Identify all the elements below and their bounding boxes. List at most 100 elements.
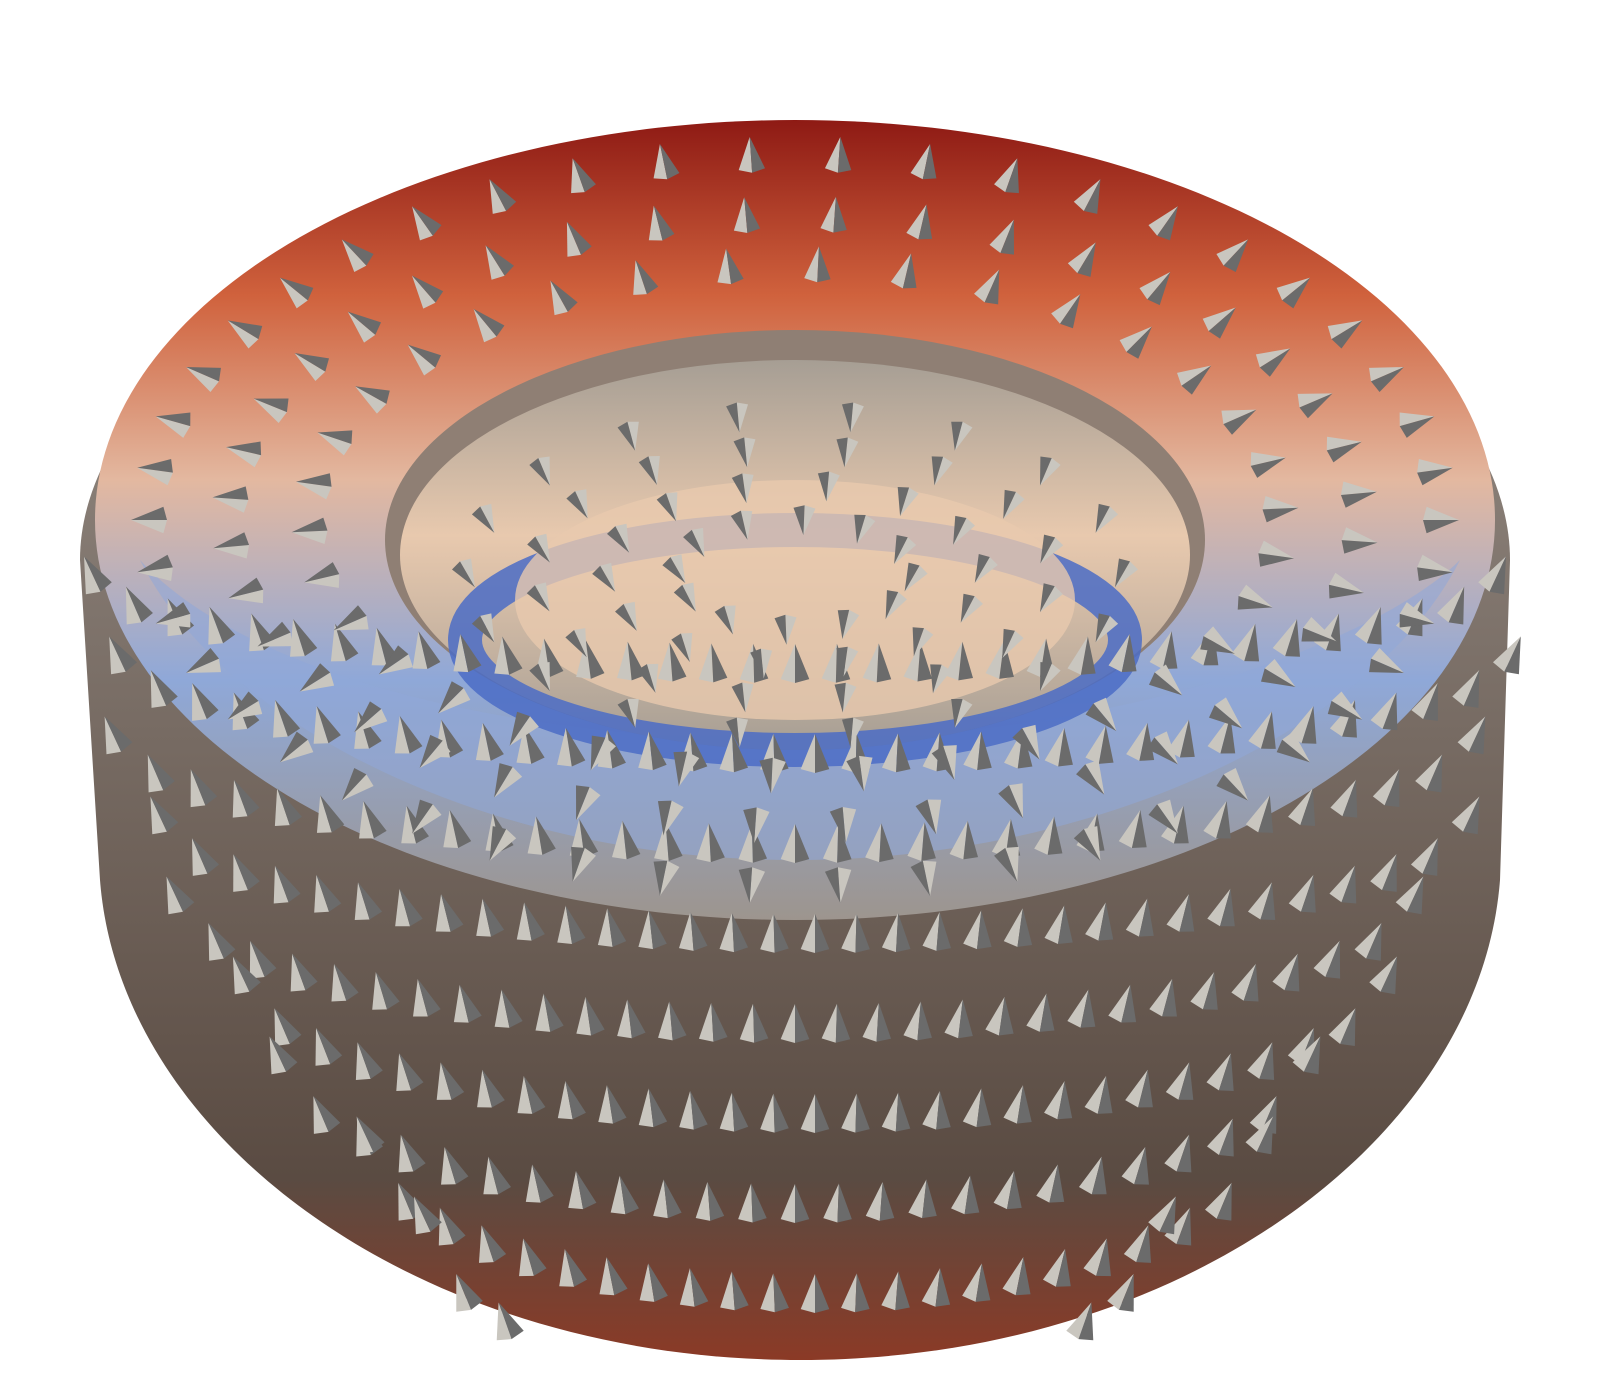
cone-glyph [438, 681, 471, 714]
cone-glyph [412, 631, 441, 670]
cone-glyph [657, 642, 687, 682]
cone-glyph [800, 1274, 830, 1313]
cone-glyph [731, 682, 754, 713]
cone-glyph [208, 606, 236, 645]
cone-glyph [951, 1175, 980, 1215]
cone-glyph [516, 902, 545, 941]
cone-glyph [516, 725, 545, 764]
cone-glyph [683, 527, 705, 558]
cone-glyph [489, 826, 517, 861]
cone-glyph [817, 471, 840, 502]
cone-glyph [166, 876, 195, 915]
cone-glyph [1076, 760, 1105, 795]
cone-glyph [910, 143, 937, 180]
cone-glyph [862, 1002, 892, 1042]
cone-glyph [527, 816, 556, 855]
cone-glyph [611, 820, 641, 860]
cone-glyph [566, 221, 592, 257]
cone-glyph [1107, 1273, 1134, 1312]
cone-glyph [760, 1273, 789, 1313]
cone-glyph [780, 824, 810, 863]
cone-glyph [1084, 1075, 1113, 1114]
cone-glyph [750, 648, 773, 679]
cone-glyph [378, 645, 413, 675]
cone-glyph [894, 534, 917, 565]
cone-glyph [985, 996, 1014, 1036]
cone-glyph [908, 1179, 937, 1219]
cone-glyph [1044, 1080, 1073, 1120]
cone-glyph [904, 562, 928, 592]
cone-glyph [477, 1069, 505, 1108]
cone-glyph [150, 669, 178, 708]
cone-glyph [1108, 984, 1137, 1023]
cone-glyph [774, 614, 797, 645]
cone-glyph [993, 1170, 1022, 1210]
cone-glyph [571, 158, 596, 194]
cone-glyph [1042, 1248, 1071, 1287]
cone-glyph [1326, 436, 1362, 463]
cone-glyph [1002, 628, 1024, 658]
cone-glyph [719, 733, 749, 773]
cone-glyph [1085, 902, 1114, 941]
cone-glyph [1329, 865, 1357, 904]
cone-glyph [1115, 558, 1139, 588]
cone-glyph [1095, 503, 1119, 533]
cone-glyph [951, 421, 973, 451]
cone-glyph [1078, 1156, 1107, 1195]
cone-glyph [1399, 412, 1435, 438]
cone-glyph [131, 506, 167, 534]
cone-glyph [890, 253, 917, 289]
cone-glyph [617, 698, 639, 728]
cone-glyph [1255, 348, 1291, 377]
cone-glyph [1395, 876, 1424, 915]
cone-glyph [1207, 1118, 1234, 1157]
cone-glyph [1148, 1196, 1176, 1235]
cone-glyph [800, 1094, 830, 1133]
cone-glyph [793, 505, 816, 536]
cone-glyph [441, 1146, 469, 1185]
cone-glyph [496, 1302, 524, 1341]
cone-glyph [208, 922, 236, 961]
cone-glyph [517, 1075, 546, 1114]
cone-glyph [1369, 956, 1398, 995]
cone-glyph [1164, 1134, 1192, 1173]
cone-glyph [922, 1090, 951, 1130]
cone-glyph [841, 717, 864, 748]
cone-glyph [1146, 731, 1179, 765]
cone-glyph [679, 1090, 708, 1130]
cone-glyph [290, 618, 318, 657]
cone-glyph [1166, 893, 1195, 932]
cone-glyph-layer [84, 136, 1521, 1341]
cone-glyph [354, 882, 383, 921]
cone-glyph [653, 1179, 682, 1219]
cone-glyph [1437, 586, 1465, 625]
cone-glyph [881, 1092, 911, 1132]
cone-glyph [559, 1248, 588, 1287]
cone-glyph [759, 757, 786, 794]
cone-glyph [1034, 816, 1063, 855]
cone-glyph [529, 662, 551, 692]
cone-glyph [780, 1004, 810, 1043]
cone-glyph [671, 633, 693, 663]
cone-glyph [191, 837, 220, 876]
cone-glyph [974, 269, 1000, 305]
cone-glyph [228, 577, 264, 604]
cone-glyph [84, 556, 112, 595]
cone-glyph [1369, 647, 1405, 673]
cone-glyph [638, 455, 660, 485]
cone-glyph [994, 846, 1019, 882]
cone-glyph [1301, 617, 1337, 642]
cone-glyph [529, 456, 551, 486]
cone-glyph [804, 246, 831, 283]
cone-glyph [653, 143, 680, 180]
cone-glyph [698, 1002, 728, 1042]
cone-glyph [1083, 1238, 1111, 1277]
cone-glyph [279, 277, 314, 309]
cone-glyph [1085, 697, 1117, 732]
cone-glyph [212, 486, 249, 513]
cone-glyph [571, 846, 596, 882]
cone-glyph [903, 1001, 932, 1041]
cone-glyph [1126, 722, 1155, 761]
cone-glyph [989, 219, 1014, 255]
